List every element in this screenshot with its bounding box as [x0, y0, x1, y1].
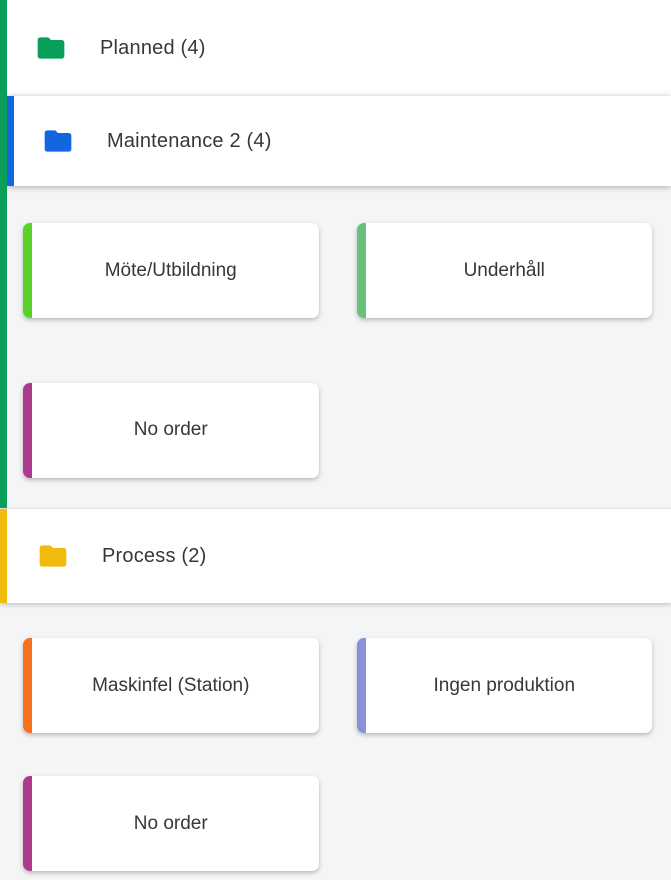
process-group-stripe	[0, 509, 7, 603]
reason-card-label: No order	[133, 812, 208, 834]
group-header-maintenance-2[interactable]: Maintenance 2 (4)	[7, 96, 671, 186]
group-header-planned[interactable]: Planned (4)	[0, 0, 671, 96]
group-label: Maintenance 2 (4)	[107, 129, 272, 152]
reason-card-label: Maskinfel (Station)	[92, 674, 250, 696]
reason-card-label: No order	[133, 419, 208, 440]
planned-group-extent-stripe	[0, 0, 7, 508]
folder-icon	[42, 125, 74, 157]
reason-card-label: Ingen produktion	[433, 674, 576, 696]
card-stripe	[356, 223, 366, 318]
process-cards-area: Maskinfel (Station) Ingen produktion No …	[0, 603, 671, 880]
reason-card-no-order[interactable]: No order	[23, 776, 319, 871]
maintenance-group-stripe	[7, 96, 14, 186]
reason-card-label: Underhåll	[463, 259, 545, 281]
group-header-process[interactable]: Process (2)	[0, 508, 671, 603]
reason-card-maskinfel-station[interactable]: Maskinfel (Station)	[23, 638, 319, 733]
reason-card-ingen-produktion[interactable]: Ingen produktion	[356, 638, 652, 733]
folder-icon	[37, 540, 69, 572]
reason-card-label: Möte/Utbildning	[104, 259, 237, 281]
reason-card-no-order[interactable]: No order	[23, 382, 319, 478]
folder-icon	[35, 32, 67, 64]
card-stripe	[23, 382, 32, 478]
card-stripe	[356, 638, 366, 733]
maintenance-cards-area: Möte/Utbildning Underhåll No order	[0, 186, 671, 508]
card-stripe	[23, 776, 32, 871]
group-label: Process (2)	[102, 544, 207, 567]
group-label: Planned (4)	[100, 36, 206, 59]
reason-card-underhall[interactable]: Underhåll	[356, 223, 652, 318]
card-stripe	[23, 638, 32, 733]
card-stripe	[23, 223, 32, 318]
reason-card-mote-utbildning[interactable]: Möte/Utbildning	[23, 223, 319, 318]
